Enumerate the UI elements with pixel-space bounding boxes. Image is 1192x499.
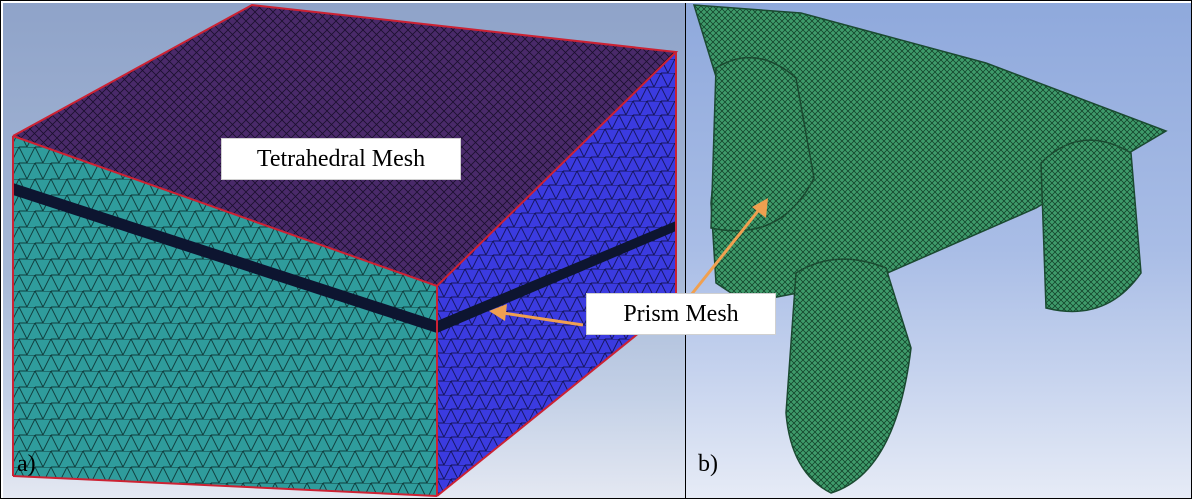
mesh-box-drawing	[12, 3, 679, 497]
prism-mesh-label: Prism Mesh	[586, 293, 776, 335]
box-edges	[12, 3, 679, 497]
cylinder-left	[710, 56, 815, 232]
prism-layer-band-right	[437, 221, 676, 333]
cylinder-right	[1040, 139, 1142, 313]
tetrahedral-mesh-label: Tetrahedral Mesh	[221, 138, 461, 180]
green-part-drawing	[689, 4, 1168, 494]
prism-arrow-b	[689, 198, 768, 296]
cylinder-bottom	[785, 258, 912, 494]
panel-b-letter: b)	[698, 451, 718, 477]
panel-b: b)	[686, 3, 1191, 498]
prism-layer-band	[13, 183, 437, 333]
panel-a-letter: a)	[17, 451, 36, 477]
panel-a: Tetrahedral Mesh a)	[3, 3, 686, 498]
prism-arrow-a	[489, 304, 584, 327]
